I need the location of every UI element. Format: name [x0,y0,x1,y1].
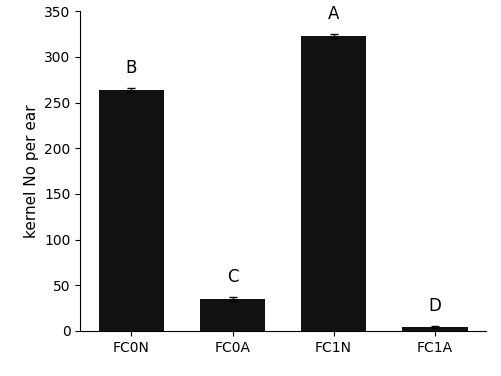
Bar [301,36,366,331]
Text: B: B [126,59,137,77]
Bar [200,299,266,331]
Text: C: C [227,268,238,286]
Bar [402,327,467,331]
Bar [99,90,164,331]
Text: D: D [428,297,441,315]
Y-axis label: kernel No per ear: kernel No per ear [24,104,39,238]
Text: A: A [328,5,339,23]
